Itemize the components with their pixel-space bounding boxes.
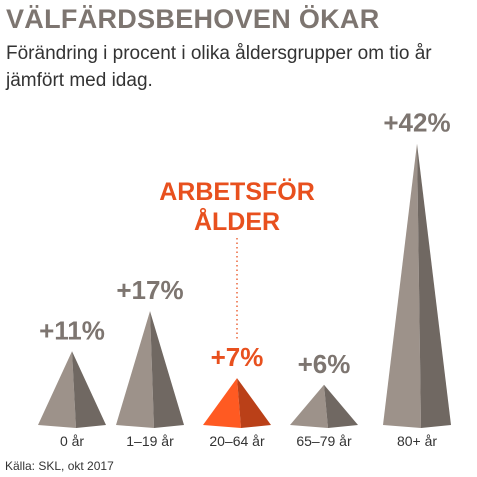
peak-face (38, 351, 76, 428)
value-label: +17% (116, 275, 183, 305)
peak (203, 378, 271, 428)
source: Källa: SKL, okt 2017 (5, 459, 114, 473)
peak-face (290, 384, 328, 428)
annotation: ARBETSFÖR (159, 177, 315, 206)
value-label: +7% (211, 342, 264, 372)
peak-face (417, 143, 451, 428)
peak-face (324, 384, 358, 428)
x-tick-label: 1–19 år (126, 433, 174, 449)
peak-face (116, 311, 154, 428)
peak (38, 351, 106, 428)
x-tick-label: 20–64 år (209, 433, 265, 449)
x-tick-label: 65–79 år (296, 433, 352, 449)
annotation: ÅLDER (194, 207, 280, 236)
value-label: +6% (298, 349, 351, 379)
x-tick-label: 0 år (60, 433, 84, 449)
peak-face (237, 378, 271, 428)
peak (116, 311, 184, 428)
peak-face (72, 351, 106, 428)
chart-subtitle: Förändring i procent i olika åldersgrupp… (6, 43, 432, 91)
peak-face (383, 143, 421, 428)
value-label: +11% (39, 315, 105, 345)
peak-face (150, 311, 184, 428)
chart-title: VÄLFÄRDSBEHOVEN ÖKAR (6, 4, 380, 34)
value-label: +42% (383, 108, 450, 138)
peak (383, 143, 451, 428)
peak (290, 384, 358, 428)
peak-face (203, 378, 241, 428)
x-tick-label: 80+ år (397, 433, 437, 449)
